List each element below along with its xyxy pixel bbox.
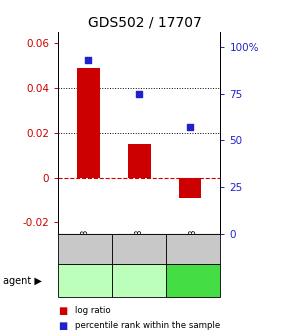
Text: GSM8763: GSM8763 [189, 228, 198, 269]
Bar [77, 68, 100, 177]
Point [86, 57, 91, 62]
Bar [128, 144, 151, 177]
Text: IFNg: IFNg [74, 276, 96, 286]
Text: log ratio: log ratio [75, 306, 111, 315]
Point [188, 124, 192, 130]
Text: GSM8753: GSM8753 [81, 228, 90, 269]
Point [137, 91, 142, 96]
Text: IL4: IL4 [186, 276, 201, 286]
Text: GDS502 / 17707: GDS502 / 17707 [88, 15, 202, 29]
Text: GSM8758: GSM8758 [135, 228, 144, 269]
Text: ■: ■ [58, 321, 67, 331]
Bar [179, 177, 201, 198]
Text: ■: ■ [58, 306, 67, 316]
Text: agent ▶: agent ▶ [3, 276, 42, 286]
Text: percentile rank within the sample: percentile rank within the sample [75, 322, 221, 330]
Text: TNFa: TNFa [127, 276, 151, 286]
